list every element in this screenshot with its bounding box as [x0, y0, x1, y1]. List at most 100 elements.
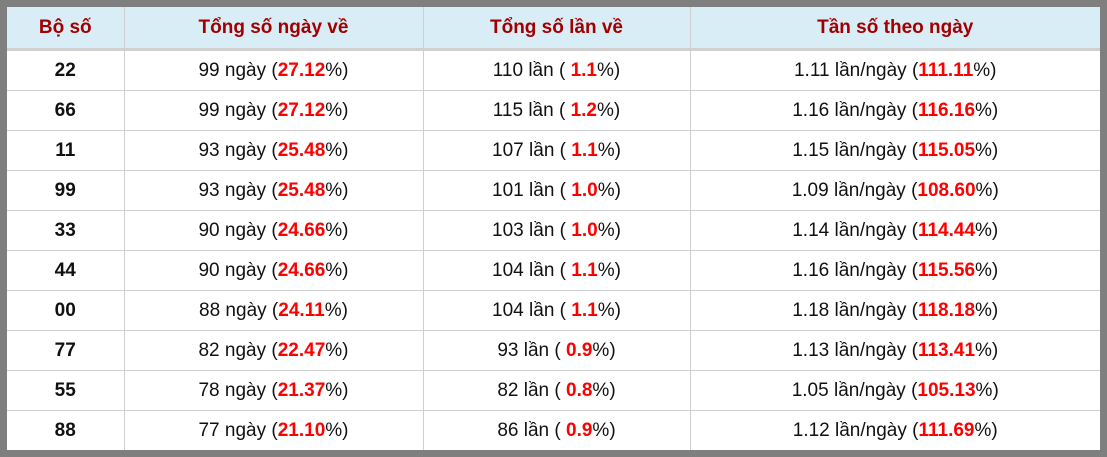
freq-percent: 115.05 — [917, 139, 976, 161]
days-unit: ngày ( — [219, 419, 278, 441]
close-paren: %) — [325, 59, 349, 81]
freq-percent: 113.41 — [917, 339, 976, 361]
number-value: 99 — [54, 179, 76, 201]
freq-value: 1.14 — [792, 219, 830, 241]
freq-unit: lần/ngày ( — [828, 179, 918, 201]
cell-number: 66 — [7, 90, 124, 131]
cell-frequency: 1.05 lần/ngày (105.13%) — [689, 370, 1100, 411]
days-percent: 24.11 — [278, 299, 325, 321]
close-paren: %) — [325, 179, 349, 201]
close-paren: %) — [325, 99, 349, 121]
days-value: 90 — [198, 259, 220, 281]
cell-number: 88 — [7, 410, 124, 450]
cell-days: 90 ngày (24.66%) — [123, 210, 423, 251]
days-value: 90 — [198, 219, 220, 241]
days-percent: 21.10 — [277, 419, 326, 441]
freq-value: 1.12 — [792, 419, 830, 441]
number-value: 44 — [54, 259, 76, 281]
days-value: 82 — [198, 339, 220, 361]
cell-days: 90 ngày (24.66%) — [123, 250, 423, 291]
table-row: 55 78 ngày (21.37%) 82 lần ( 0.8%) 1.05 lần… — [7, 370, 1100, 411]
times-unit: lần ( — [523, 219, 572, 241]
cell-number: 55 — [7, 370, 124, 411]
table-row: 11 93 ngày (25.48%) 107 lần ( 1.1%) 1.15 lầ… — [7, 130, 1100, 171]
cell-times: 115 lần ( 1.2%) — [422, 90, 690, 131]
cell-frequency: 1.13 lần/ngày (113.41%) — [689, 330, 1100, 371]
times-unit: lần ( — [523, 179, 572, 201]
times-percent: 1.1 — [571, 259, 598, 281]
number-value: 77 — [54, 339, 76, 361]
days-value: 78 — [198, 379, 220, 401]
freq-unit: lần/ngày ( — [829, 99, 918, 121]
days-percent: 22.47 — [277, 339, 326, 361]
cell-number: 44 — [7, 250, 124, 291]
freq-unit: lần/ngày ( — [829, 419, 919, 441]
times-percent: 1.0 — [571, 219, 598, 241]
days-percent: 24.66 — [277, 259, 326, 281]
number-value: 55 — [54, 379, 76, 401]
freq-value: 1.13 — [792, 339, 830, 361]
cell-times: 104 lần ( 1.1%) — [422, 290, 690, 331]
cell-times: 110 lần ( 1.1%) — [422, 49, 690, 91]
close-paren: %) — [975, 179, 999, 201]
freq-unit: lần/ngày ( — [828, 379, 918, 401]
times-unit: lần ( — [518, 379, 566, 401]
times-unit: lần ( — [523, 99, 571, 121]
days-value: 99 — [198, 59, 220, 81]
freq-percent: 115.56 — [917, 259, 976, 281]
days-unit: ngày ( — [219, 59, 278, 81]
cell-times: 104 lần ( 1.1%) — [422, 250, 690, 291]
close-paren: %) — [324, 299, 348, 321]
times-unit: lần ( — [523, 259, 572, 281]
close-paren: %) — [592, 419, 616, 441]
close-paren: %) — [325, 379, 349, 401]
cell-number: 00 — [7, 290, 124, 331]
cell-frequency: 1.11 lần/ngày (111.11%) — [689, 49, 1100, 91]
times-value: 103 — [492, 219, 524, 241]
close-paren: %) — [597, 59, 621, 81]
close-paren: %) — [973, 59, 997, 81]
days-percent: 25.48 — [277, 179, 326, 201]
cell-times: 86 lần ( 0.9%) — [422, 410, 690, 450]
cell-times: 93 lần ( 0.9%) — [422, 330, 690, 371]
number-value: 33 — [54, 219, 76, 241]
close-paren: %) — [975, 99, 999, 121]
times-value: 86 — [497, 419, 519, 441]
cell-times: 101 lần ( 1.0%) — [422, 170, 690, 211]
times-percent: 1.1 — [571, 139, 598, 161]
close-paren: %) — [975, 379, 999, 401]
times-unit: lần ( — [523, 59, 571, 81]
table-row: 88 77 ngày (21.10%) 86 lần ( 0.9%) 1.12 lần… — [7, 410, 1100, 450]
close-paren: %) — [592, 339, 616, 361]
close-paren: %) — [975, 339, 999, 361]
cell-days: 88 ngày (24.11%) — [123, 290, 423, 331]
times-value: 104 — [492, 299, 524, 321]
header-bo-so: Bộ số — [7, 7, 124, 51]
times-unit: lần ( — [523, 299, 572, 321]
table-row: 44 90 ngày (24.66%) 104 lần ( 1.1%) 1.16 lầ… — [7, 250, 1100, 291]
cell-frequency: 1.14 lần/ngày (114.44%) — [689, 210, 1100, 251]
days-percent: 27.12 — [277, 59, 326, 81]
days-value: 77 — [198, 419, 220, 441]
number-value: 88 — [54, 419, 76, 441]
cell-times: 107 lần ( 1.1%) — [422, 130, 690, 171]
freq-percent: 111.69 — [918, 419, 975, 441]
cell-number: 22 — [7, 49, 124, 91]
freq-unit: lần/ngày ( — [829, 259, 918, 281]
freq-value: 1.09 — [791, 179, 829, 201]
freq-value: 1.15 — [792, 139, 830, 161]
days-unit: ngày ( — [219, 339, 278, 361]
cell-number: 11 — [7, 130, 124, 171]
times-percent: 0.8 — [566, 379, 593, 401]
days-unit: ngày ( — [219, 179, 278, 201]
times-value: 115 — [492, 99, 524, 121]
cell-days: 93 ngày (25.48%) — [123, 130, 423, 171]
days-percent: 24.66 — [277, 219, 326, 241]
cell-frequency: 1.12 lần/ngày (111.69%) — [689, 410, 1100, 450]
cell-times: 103 lần ( 1.0%) — [422, 210, 690, 251]
close-paren: %) — [975, 139, 999, 161]
freq-value: 1.16 — [792, 99, 830, 121]
cell-days: 99 ngày (27.12%) — [123, 90, 423, 131]
freq-unit: lần/ngày ( — [829, 139, 918, 161]
close-paren: %) — [325, 419, 349, 441]
